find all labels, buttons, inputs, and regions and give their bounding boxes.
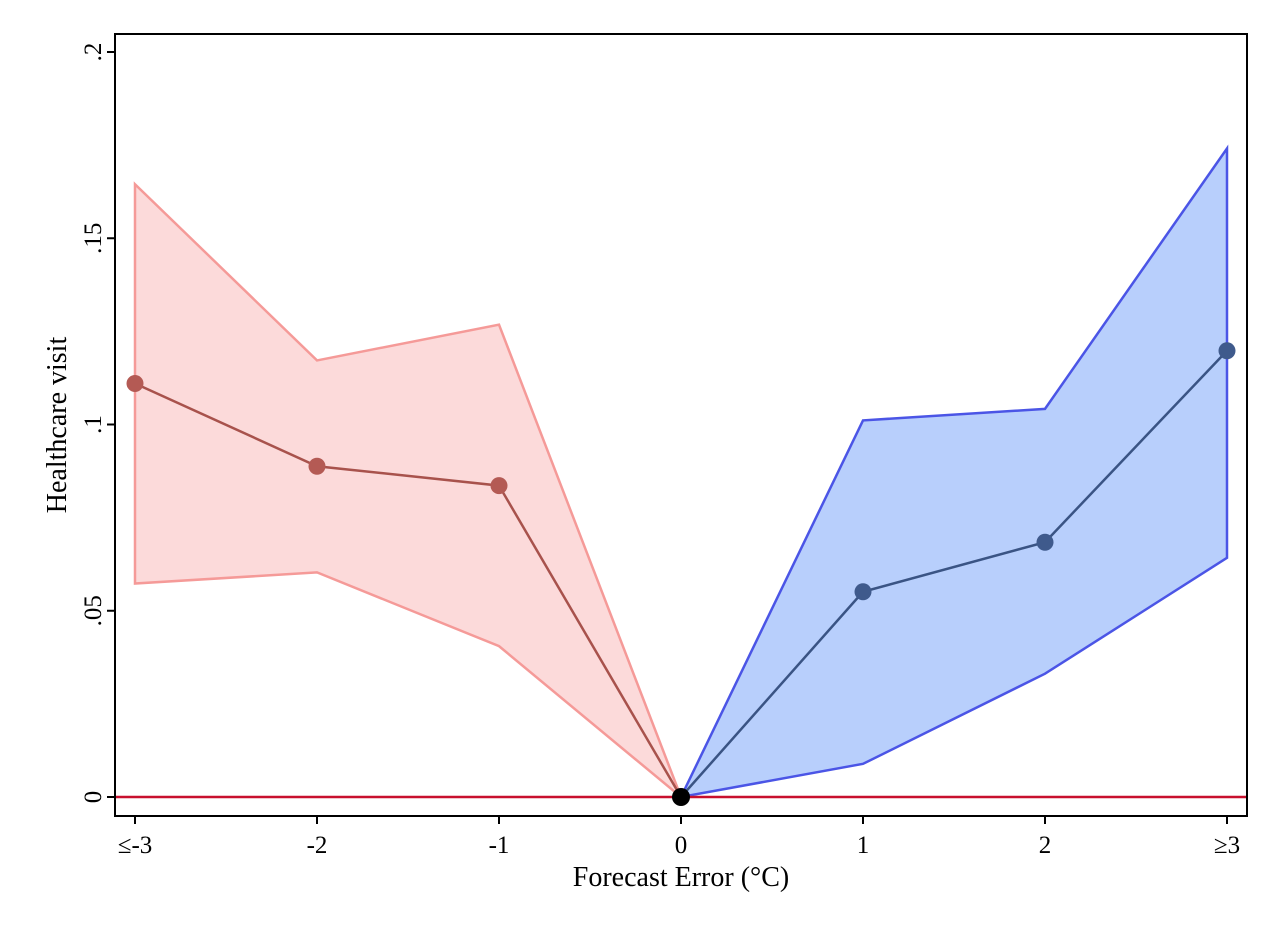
data-point-positive [854, 583, 872, 601]
data-point-positive [1036, 533, 1054, 551]
data-point-negative [490, 477, 508, 495]
data-point-origin [672, 788, 690, 806]
data-point-positive [1218, 342, 1236, 360]
ci-band-negative [133, 181, 684, 802]
series-line-negative [134, 382, 683, 798]
series-lines [134, 349, 1228, 798]
series-markers [126, 342, 1236, 806]
y-axis-title: Healthcare visit [42, 337, 73, 514]
ci-band-positive [678, 144, 1229, 799]
x-tick-label: 2 [1039, 832, 1052, 859]
series-line-positive [680, 349, 1228, 798]
data-point-negative [308, 457, 326, 475]
confidence-bands [133, 144, 1229, 802]
x-tick-label: -1 [489, 832, 510, 859]
y-tick-label: .05 [80, 595, 107, 626]
x-tick-label: ≤-3 [118, 832, 153, 859]
y-tick-label: .1 [80, 415, 107, 434]
x-axis: ≤-3 -2 -1 0 1 2 ≥3 [118, 816, 1240, 859]
y-tick-label: .15 [80, 223, 107, 254]
x-tick-label: 0 [675, 832, 688, 859]
y-tick-label: .2 [80, 43, 107, 62]
x-tick-label: -2 [307, 832, 328, 859]
data-point-negative [126, 375, 144, 393]
x-tick-label: 1 [857, 832, 870, 859]
x-tick-label: ≥3 [1214, 832, 1240, 859]
y-tick-label: 0 [80, 791, 107, 804]
x-axis-title: Forecast Error (°C) [573, 862, 789, 893]
y-axis: 0 .05 .1 .15 .2 [80, 43, 115, 804]
